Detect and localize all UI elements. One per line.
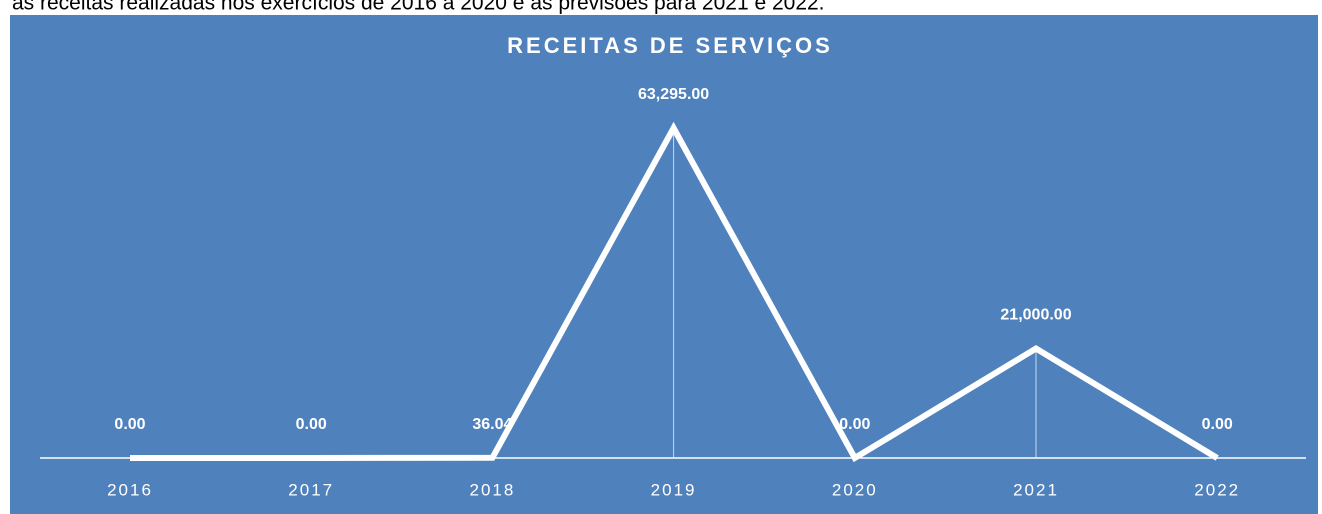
data-label: 0.00 <box>839 416 870 433</box>
chart-title: RECEITAS DE SERVIÇOS <box>507 33 833 58</box>
data-label: 36.04 <box>472 416 512 433</box>
x-tick-label: 2016 <box>107 480 153 499</box>
header-text: as receitas realizadas nos exercícios de… <box>12 0 825 15</box>
data-line <box>130 121 1219 463</box>
x-tick-label: 2021 <box>1013 480 1059 499</box>
data-label: 0.00 <box>1202 416 1233 433</box>
x-tick-label: 2017 <box>288 480 334 499</box>
data-label: 0.00 <box>296 416 327 433</box>
x-tick-label: 2020 <box>832 480 878 499</box>
data-label: 0.00 <box>114 416 145 433</box>
x-tick-label: 2019 <box>651 480 697 499</box>
x-tick-label: 2022 <box>1194 480 1240 499</box>
x-tick-label: 2018 <box>469 480 515 499</box>
data-label: 63,295.00 <box>638 86 709 103</box>
data-label: 21,000.00 <box>1000 307 1071 324</box>
chart-background <box>10 15 1318 514</box>
